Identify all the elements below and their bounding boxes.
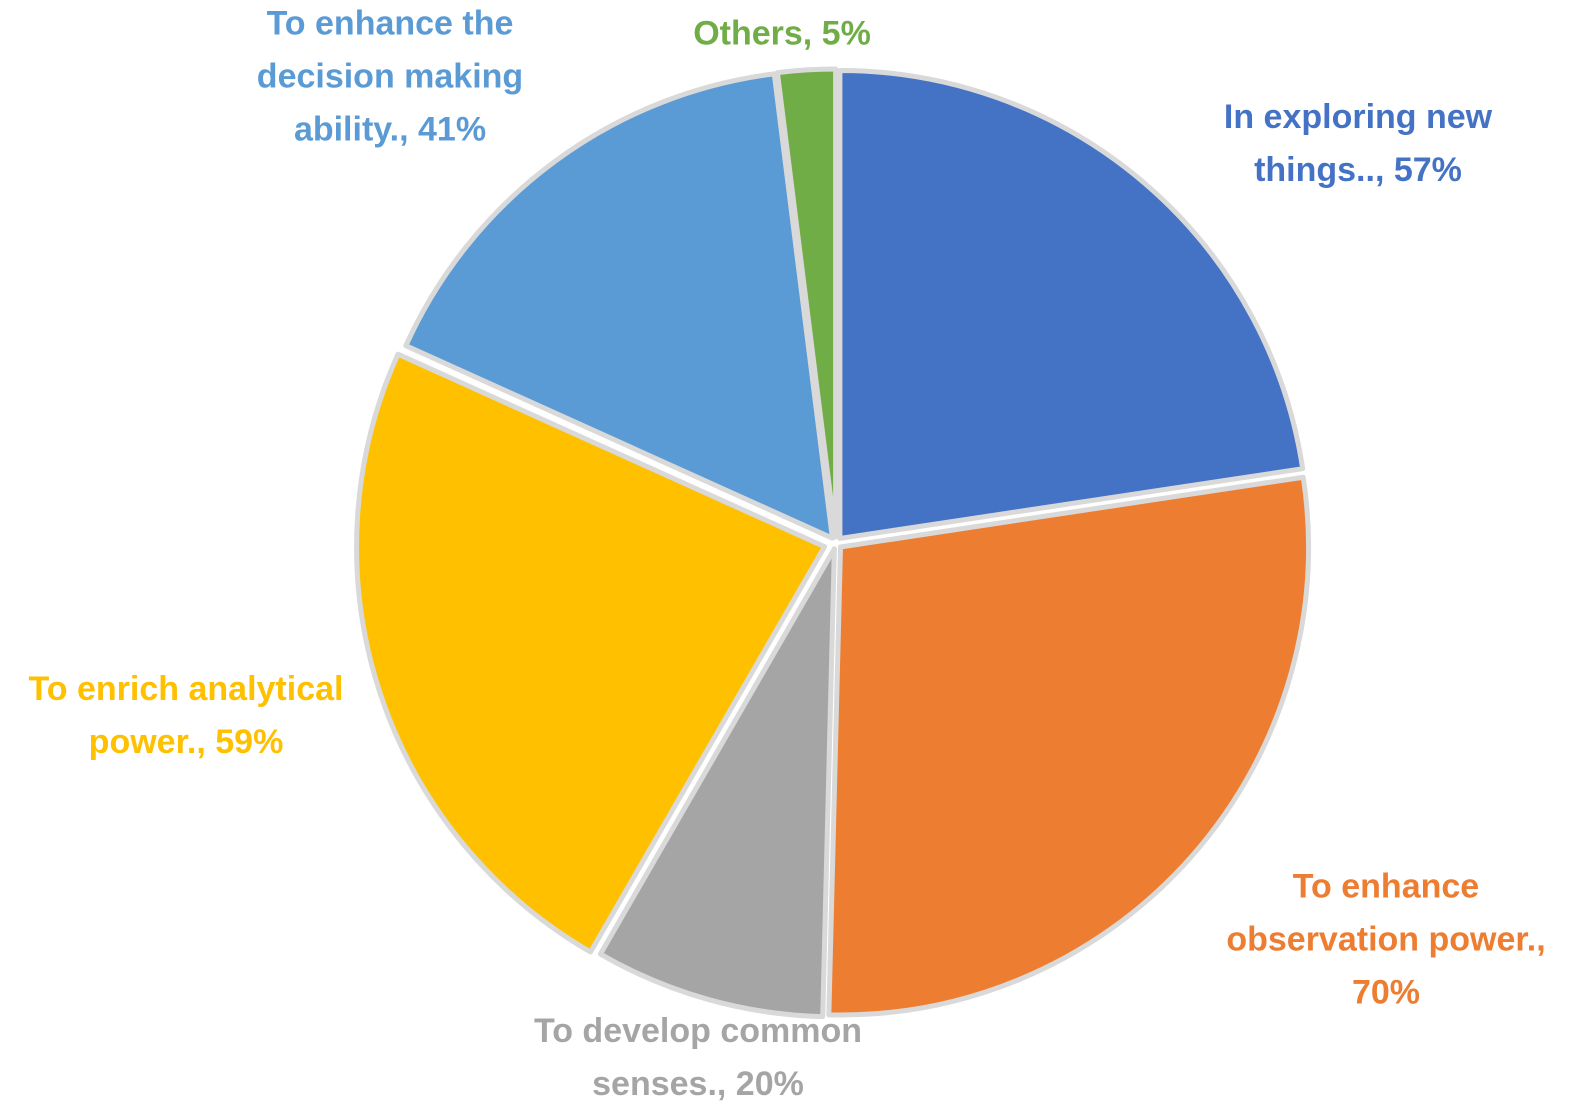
pie-slice-4 [354,351,828,955]
slice-label-line: To enrich analytical [28,670,344,708]
pie-slice-2 [826,474,1311,1018]
slice-label-line: To enhance [1292,867,1480,906]
slice-label-line: To develop common [533,1012,863,1050]
slice-label-2: To enhance observation power., 70% [1226,861,1545,1020]
pie-slice-1 [837,67,1306,541]
slice-label-line: senses., 20% [592,1065,804,1103]
slice-label-line: power., 59% [88,723,284,761]
slice-label-6: Others, 5% [693,8,871,61]
pie-slice-6 [774,66,839,540]
slice-label-line: things.., 57% [1254,151,1462,189]
pie-slice-3 [597,546,837,1020]
slice-label-3: To develop common senses., 20% [534,1005,862,1111]
slice-label-line: decision making [256,57,524,96]
slice-label-4: To enrich analytical power., 59% [29,663,344,769]
slice-label-line: To enhance the [266,4,514,43]
slice-label-1: In exploring new things.., 57% [1224,91,1492,197]
slice-label-line: ability., 41% [293,110,487,149]
slice-label-line: 70% [1351,973,1421,1012]
slice-label-line: Others, 5% [693,14,871,53]
pie-slice-5 [403,71,835,541]
slice-label-line: observation power., [1226,920,1546,959]
slice-label-5: To enhance the decision making ability., 4… [257,0,523,157]
slice-label-line: In exploring new [1223,98,1493,136]
